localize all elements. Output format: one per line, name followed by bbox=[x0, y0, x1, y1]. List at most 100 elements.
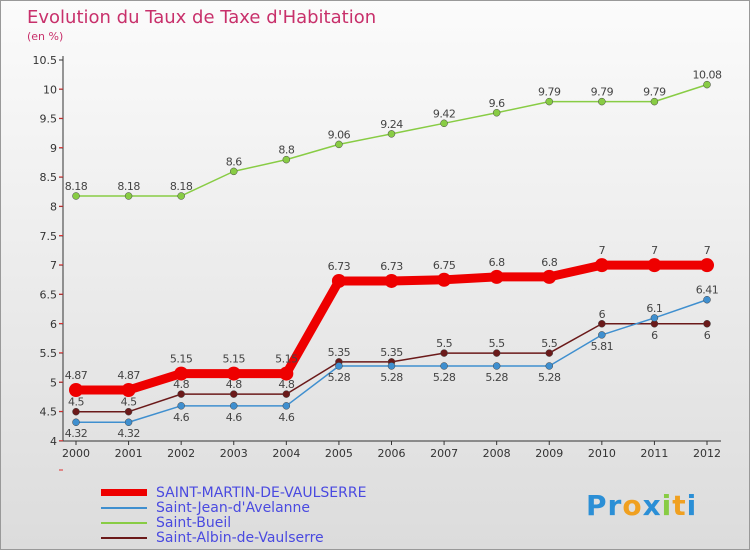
data-label: 6.8 bbox=[489, 256, 505, 269]
data-point bbox=[650, 314, 659, 322]
legend-label: Saint-Bueil bbox=[156, 514, 232, 531]
data-point bbox=[700, 258, 714, 273]
data-point bbox=[545, 97, 553, 106]
data-point bbox=[72, 407, 80, 416]
data-label: 5.28 bbox=[485, 371, 508, 384]
data-label: 5.15 bbox=[223, 353, 246, 366]
data-label: 7 bbox=[599, 244, 606, 257]
data-label: 5.5 bbox=[489, 337, 505, 350]
x-tick-label: 2011 bbox=[640, 447, 668, 460]
y-tick-label: 10 bbox=[43, 83, 57, 96]
data-label: 4.6 bbox=[278, 411, 294, 424]
data-point bbox=[440, 119, 448, 128]
data-label: 8.8 bbox=[278, 144, 294, 157]
data-label: 8.18 bbox=[65, 180, 88, 193]
data-point bbox=[121, 383, 136, 398]
data-label: 4.8 bbox=[278, 378, 294, 391]
data-label: 4.87 bbox=[117, 369, 140, 382]
legend-item: SAINT-MARTIN-DE-VAULSERRE bbox=[101, 484, 367, 501]
data-label: 4.6 bbox=[226, 411, 242, 424]
data-label: 4.5 bbox=[121, 396, 137, 409]
data-label: 4.5 bbox=[68, 396, 84, 409]
y-tick-label: 4 bbox=[50, 435, 57, 448]
data-point bbox=[598, 320, 606, 328]
data-point bbox=[703, 295, 711, 304]
data-point bbox=[72, 418, 80, 426]
data-point bbox=[124, 418, 133, 426]
y-tick-label: 9.5 bbox=[40, 113, 58, 126]
data-point bbox=[230, 402, 238, 410]
legend-item: Saint-Bueil bbox=[101, 514, 366, 531]
data-point bbox=[331, 273, 346, 288]
data-label: 8.18 bbox=[117, 180, 140, 193]
data-label: 9.42 bbox=[433, 107, 456, 120]
data-label: 8.18 bbox=[170, 180, 193, 193]
data-label: 9.6 bbox=[489, 97, 505, 110]
data-label: 5.28 bbox=[380, 371, 403, 384]
data-point bbox=[703, 80, 711, 89]
chart-subtitle: (en %) bbox=[27, 30, 64, 43]
data-label: 6.1 bbox=[646, 302, 662, 315]
data-point bbox=[440, 349, 448, 357]
y-tick-label: 5.5 bbox=[40, 347, 58, 360]
data-point bbox=[177, 192, 185, 200]
y-tick-label: 9 bbox=[50, 142, 57, 155]
data-label: 5.28 bbox=[433, 371, 456, 384]
data-label: 6 bbox=[651, 329, 658, 342]
data-label: 5.35 bbox=[380, 346, 403, 359]
proxiti-logo: Proxiti bbox=[586, 489, 698, 522]
data-point bbox=[387, 362, 396, 370]
data-point bbox=[492, 362, 501, 370]
x-tick-label: 2000 bbox=[62, 447, 90, 460]
data-label: 4.87 bbox=[65, 369, 88, 382]
data-point bbox=[282, 155, 291, 164]
legend-item: Saint-Albin-de-Vaulserre bbox=[101, 530, 366, 546]
y-tick-label: 7 bbox=[50, 259, 57, 272]
data-label: 9.24 bbox=[380, 118, 403, 131]
y-tick-label: 7.5 bbox=[40, 230, 58, 243]
data-point bbox=[335, 140, 343, 149]
data-point bbox=[282, 390, 291, 398]
legend-label: Saint-Jean-d'Avelanne bbox=[156, 499, 311, 516]
x-tick-label: 2010 bbox=[588, 447, 616, 460]
y-tick-label: 6 bbox=[50, 318, 57, 331]
data-label: 4.8 bbox=[226, 378, 242, 391]
data-point bbox=[124, 192, 133, 200]
data-label: 8.6 bbox=[226, 155, 242, 168]
data-point bbox=[598, 331, 606, 339]
data-label: 6.73 bbox=[328, 260, 351, 273]
x-tick-label: 2009 bbox=[535, 447, 563, 460]
data-point bbox=[226, 366, 241, 381]
data-point bbox=[174, 366, 189, 381]
data-point bbox=[177, 402, 185, 410]
data-label: 6 bbox=[704, 329, 711, 342]
data-label: 7 bbox=[651, 244, 658, 257]
legend: SAINT-MARTIN-DE-VAULSERRE Saint-Jean-d'A… bbox=[101, 484, 367, 546]
data-label: 7 bbox=[704, 244, 711, 257]
y-tick-label: 4.5 bbox=[40, 406, 58, 419]
data-label: 4.32 bbox=[65, 427, 88, 440]
data-label: 6.41 bbox=[696, 284, 719, 297]
x-tick-label: 2003 bbox=[220, 447, 248, 460]
legend-item: Saint-Jean-d'Avelanne bbox=[101, 499, 366, 516]
data-point bbox=[489, 269, 504, 284]
x-tick-label: 2004 bbox=[272, 447, 300, 460]
data-point bbox=[387, 130, 396, 138]
x-tick-label: 2001 bbox=[115, 447, 143, 460]
data-point bbox=[492, 109, 501, 117]
y-tick-label: 8.5 bbox=[40, 171, 58, 184]
data-label: 9.79 bbox=[538, 86, 561, 99]
data-point bbox=[177, 390, 185, 398]
data-point bbox=[437, 272, 452, 287]
data-label: 5.81 bbox=[591, 340, 614, 353]
data-point bbox=[594, 258, 609, 273]
data-label: 5.5 bbox=[541, 337, 557, 350]
legend-label: SAINT-MARTIN-DE-VAULSERRE bbox=[156, 484, 367, 501]
x-tick-label: 2012 bbox=[693, 447, 721, 460]
data-point bbox=[279, 366, 294, 381]
data-label: 6.73 bbox=[380, 260, 403, 273]
data-label: 4.8 bbox=[173, 378, 189, 391]
data-label: 9.06 bbox=[328, 128, 351, 141]
